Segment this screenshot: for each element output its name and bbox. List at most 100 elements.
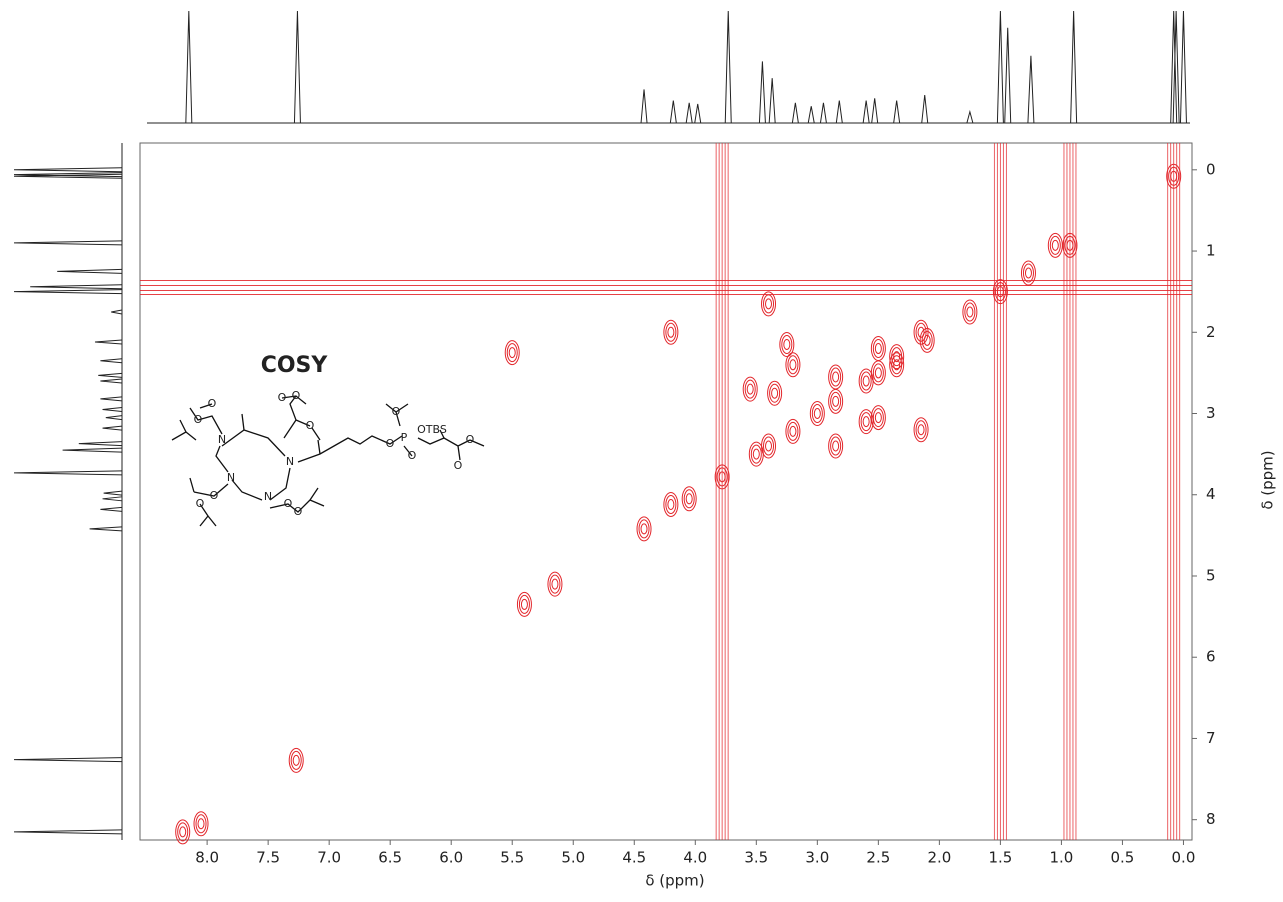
projection-peak-left <box>13 240 123 246</box>
cross-peak <box>716 467 728 487</box>
cross-peak <box>828 364 844 390</box>
cross-peak <box>781 334 793 354</box>
cross-peak <box>177 822 189 842</box>
cross-peak <box>872 408 884 428</box>
projection-peak-left <box>13 173 123 179</box>
cross-peak <box>872 339 884 359</box>
cross-peak <box>860 412 872 432</box>
x-tick-label: 2.5 <box>866 849 890 867</box>
cross-peak <box>811 404 823 424</box>
x-tick-label: 1.0 <box>1049 849 1073 867</box>
cross-peak <box>771 387 779 399</box>
cross-peak <box>752 448 760 460</box>
cross-peak <box>874 412 882 424</box>
cross-peak <box>667 326 675 338</box>
x-tick-label: 5.0 <box>561 849 585 867</box>
cross-peak <box>681 486 697 512</box>
cross-peak <box>787 355 799 375</box>
cross-peak <box>765 298 773 310</box>
cross-peak <box>913 319 929 345</box>
cross-peak <box>1062 232 1078 258</box>
projection-peak <box>862 100 870 124</box>
projection-peak <box>685 102 693 124</box>
cross-peak <box>813 408 821 420</box>
cross-peak <box>915 322 927 342</box>
projection-peak-left <box>30 284 123 290</box>
x-tick-label: 4.0 <box>683 849 707 867</box>
projection-peak <box>871 98 879 124</box>
cross-peak <box>917 424 925 436</box>
cross-peak <box>874 367 882 379</box>
cross-peak <box>1064 235 1076 255</box>
projection-peak-left <box>94 339 123 345</box>
cross-peak <box>789 425 797 437</box>
y-tick-label: 6 <box>1206 648 1216 666</box>
structure-atom: O <box>278 391 287 404</box>
projection-peak <box>1027 55 1035 124</box>
projection-peak <box>669 100 677 124</box>
cross-peak <box>862 416 870 428</box>
cross-peak <box>830 436 842 456</box>
projection-peak-left <box>102 496 123 502</box>
structure-atom: O <box>454 459 463 472</box>
cross-peak <box>964 302 976 322</box>
structure-atom: O <box>292 389 301 402</box>
cross-peak <box>750 444 762 464</box>
cross-peak <box>195 814 207 834</box>
cross-peak <box>763 294 775 314</box>
x-tick-label: 3.0 <box>805 849 829 867</box>
cross-peak <box>1051 239 1059 251</box>
cross-peak <box>508 347 516 359</box>
cross-peak <box>290 750 302 770</box>
cross-peak <box>919 327 935 353</box>
x-tick-label: 7.5 <box>256 849 280 867</box>
cross-peak <box>1024 267 1032 279</box>
cross-peak <box>663 319 679 345</box>
cross-peak <box>761 433 777 459</box>
projection-peak <box>921 94 929 124</box>
cross-peak <box>915 420 927 440</box>
structure-atom: N <box>227 471 235 484</box>
projection-peak-left <box>13 470 123 476</box>
y-tick-label: 5 <box>1206 566 1216 584</box>
x-tick-label: 0.5 <box>1111 849 1135 867</box>
projection-peak <box>807 106 815 124</box>
cross-peak <box>551 578 559 590</box>
cross-peak <box>193 811 209 837</box>
cross-peak <box>663 491 679 517</box>
cross-peak <box>640 523 648 535</box>
cross-peak <box>763 436 775 456</box>
cross-peak <box>832 371 840 383</box>
y-tick-label: 4 <box>1206 485 1216 503</box>
projection-peak-left <box>103 490 123 496</box>
projection-peak-left <box>13 757 123 763</box>
cross-peak <box>860 371 872 391</box>
cross-peak <box>685 493 693 505</box>
cross-peak <box>785 418 801 444</box>
cross-peak <box>175 819 191 845</box>
x-tick-label: 5.5 <box>500 849 524 867</box>
structure-atom: O <box>466 433 475 446</box>
cross-peak <box>665 494 677 514</box>
y-tick-label: 2 <box>1206 323 1216 341</box>
cross-peak <box>683 489 695 509</box>
cross-peak <box>292 754 300 766</box>
x-tick-label: 7.0 <box>317 849 341 867</box>
x-tick-label: 6.5 <box>378 849 402 867</box>
x-axis-label: δ (ppm) <box>645 872 704 890</box>
projection-peak-left <box>13 172 123 178</box>
cross-peak <box>197 818 205 830</box>
cross-peak <box>667 498 675 510</box>
projection-peak <box>1004 27 1012 124</box>
cross-peak <box>893 359 901 371</box>
projection-peak-left <box>98 372 123 378</box>
projection-peak <box>640 89 648 124</box>
structure-atom: O <box>210 489 219 502</box>
cross-peak <box>1020 260 1036 286</box>
cross-peak <box>870 405 886 431</box>
projection-peak <box>1170 10 1178 124</box>
structure-atom: N <box>218 433 226 446</box>
cross-peak <box>742 376 758 402</box>
projection-peak <box>966 109 974 124</box>
projection-peak <box>819 102 827 124</box>
